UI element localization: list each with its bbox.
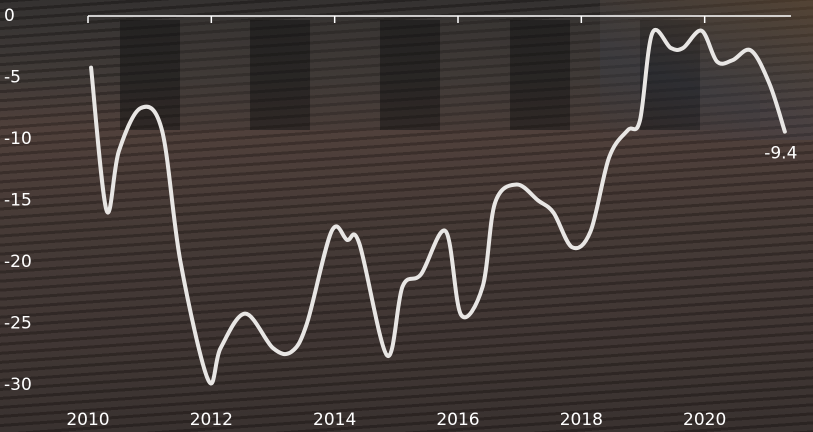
y-tick-label: -15	[4, 191, 32, 211]
data-label: -9.4	[764, 144, 797, 164]
data-line	[89, 28, 787, 386]
x-tick-label: 2016	[436, 410, 479, 430]
y-tick-label: -30	[4, 375, 32, 395]
y-tick-label: -10	[4, 129, 32, 149]
x-tick-label: 2012	[190, 410, 233, 430]
y-tick-label: -5	[4, 68, 21, 88]
x-tick-label: 2020	[683, 410, 726, 430]
y-tick-label: -20	[4, 252, 32, 272]
x-tick-label: 2018	[560, 410, 603, 430]
x-tick-label: 2010	[66, 410, 109, 430]
y-tick-label: -25	[4, 314, 32, 334]
y-tick-label: 0	[4, 6, 15, 26]
x-tick-label: 2014	[313, 410, 356, 430]
